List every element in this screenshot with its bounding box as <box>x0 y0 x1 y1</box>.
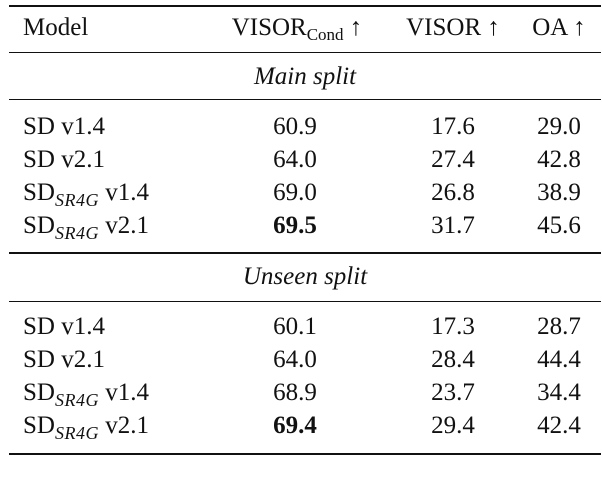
section-title: Unseen split <box>242 263 368 290</box>
table-row: SD v1.4 60.1 17.3 28.7 <box>9 310 601 344</box>
visor-cell: 17.6 <box>431 113 475 140</box>
oa-cell: 44.4 <box>537 346 581 373</box>
table-row: SD v2.1 64.0 27.4 42.8 <box>9 143 601 177</box>
visor-cond-cell: 69.0 <box>273 179 317 206</box>
model-version: v2.1 <box>98 212 149 239</box>
visor-cell: 27.4 <box>431 146 475 173</box>
table-row: SDSR4G v2.1 69.5 31.7 45.6 <box>9 209 601 243</box>
table-row: SDSR4G v2.1 69.4 29.4 42.4 <box>9 409 601 443</box>
oa-cell: 38.9 <box>537 179 581 206</box>
table-row: SD v2.1 64.0 28.4 44.4 <box>9 343 601 377</box>
visor-cond-cell: 64.0 <box>273 346 317 373</box>
visor-cond-cell: 69.5 <box>273 212 317 239</box>
bottom-rule <box>9 453 601 455</box>
model-version: v1.4 <box>54 113 105 140</box>
model-version: v2.1 <box>98 412 149 439</box>
model-base: SD <box>23 379 55 406</box>
model-cell: SD v2.1 <box>23 143 105 177</box>
visor-cell: 17.3 <box>431 313 475 340</box>
table-row: SDSR4G v1.4 68.9 23.7 34.4 <box>9 376 601 410</box>
model-base: SD <box>23 313 55 340</box>
visor-cond-cell: 64.0 <box>273 146 317 173</box>
model-base: SD <box>23 412 55 439</box>
visor-cell: 29.4 <box>431 412 475 439</box>
model-version: v2.1 <box>54 146 105 173</box>
model-version: v1.4 <box>54 313 105 340</box>
model-base: SD <box>23 212 55 239</box>
header-rule <box>9 52 601 53</box>
header-visor-cond-main: VISOR <box>231 14 307 41</box>
visor-cell: 26.8 <box>431 179 475 206</box>
header-visor-cond-arrow: ↑ <box>349 14 363 41</box>
model-subscript: SR4G <box>54 390 99 410</box>
table-row: SD v1.4 60.9 17.6 29.0 <box>9 110 601 144</box>
oa-cell: 34.4 <box>537 379 581 406</box>
section-end-rule <box>9 252 601 254</box>
section-rule <box>9 301 601 302</box>
model-cell: SD v2.1 <box>23 343 105 377</box>
header-model: Model <box>23 14 89 41</box>
oa-cell: 28.7 <box>537 313 581 340</box>
header-row: Model VISORCond ↑ VISOR ↑ OA ↑ <box>9 11 601 45</box>
oa-cell: 42.8 <box>537 146 581 173</box>
visor-cell: 23.7 <box>431 379 475 406</box>
visor-cell: 31.7 <box>431 212 475 239</box>
model-base: SD <box>23 179 55 206</box>
model-base: SD <box>23 146 55 173</box>
visor-cond-cell: 60.1 <box>273 313 317 340</box>
model-cell: SDSR4G v2.1 <box>23 209 149 244</box>
oa-cell: 42.4 <box>537 412 581 439</box>
visor-cond-cell: 69.4 <box>273 412 317 439</box>
top-rule <box>9 5 601 7</box>
oa-cell: 29.0 <box>537 113 581 140</box>
model-base: SD <box>23 346 55 373</box>
model-base: SD <box>23 113 55 140</box>
header-visor-cond-sub: Cond <box>306 25 344 44</box>
table-row: SDSR4G v1.4 69.0 26.8 38.9 <box>9 176 601 210</box>
visor-cond-cell: 68.9 <box>273 379 317 406</box>
visor-cond-cell: 60.9 <box>273 113 317 140</box>
model-version: v2.1 <box>54 346 105 373</box>
model-cell: SD v1.4 <box>23 310 105 344</box>
model-subscript: SR4G <box>54 190 99 210</box>
model-cell: SDSR4G v2.1 <box>23 409 149 444</box>
section-rule <box>9 99 601 100</box>
header-visor: VISOR ↑ <box>406 14 500 41</box>
section-title: Main split <box>253 63 357 90</box>
header-visor-cond: VISORCond ↑ <box>205 11 389 47</box>
visor-cell: 28.4 <box>431 346 475 373</box>
model-cell: SD v1.4 <box>23 110 105 144</box>
model-subscript: SR4G <box>54 223 99 243</box>
header-oa: OA ↑ <box>532 14 586 41</box>
model-cell: SDSR4G v1.4 <box>23 176 149 211</box>
model-version: v1.4 <box>98 179 149 206</box>
model-cell: SDSR4G v1.4 <box>23 376 149 411</box>
model-subscript: SR4G <box>54 423 99 443</box>
oa-cell: 45.6 <box>537 212 581 239</box>
model-version: v1.4 <box>98 379 149 406</box>
